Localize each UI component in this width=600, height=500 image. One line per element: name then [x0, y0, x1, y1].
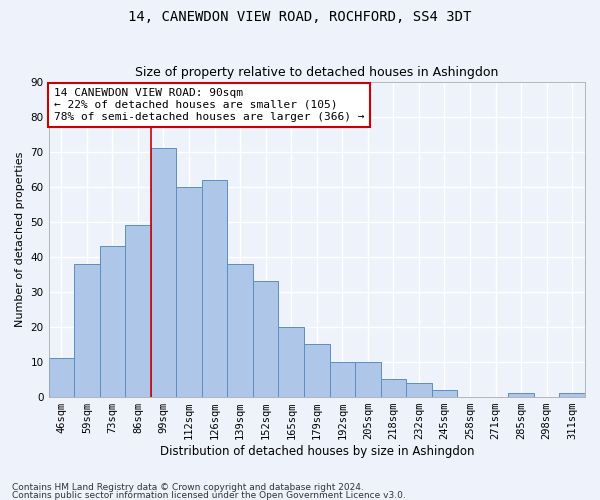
- Bar: [432, 390, 457, 396]
- Bar: [329, 362, 355, 396]
- Bar: [176, 187, 202, 396]
- Bar: [278, 326, 304, 396]
- Bar: [49, 358, 74, 397]
- Text: Contains HM Land Registry data © Crown copyright and database right 2024.: Contains HM Land Registry data © Crown c…: [12, 484, 364, 492]
- Y-axis label: Number of detached properties: Number of detached properties: [15, 152, 25, 327]
- Text: Contains public sector information licensed under the Open Government Licence v3: Contains public sector information licen…: [12, 490, 406, 500]
- Bar: [151, 148, 176, 396]
- Bar: [100, 246, 125, 396]
- Bar: [380, 379, 406, 396]
- Bar: [559, 393, 585, 396]
- Bar: [227, 264, 253, 396]
- Bar: [253, 282, 278, 397]
- X-axis label: Distribution of detached houses by size in Ashingdon: Distribution of detached houses by size …: [160, 444, 474, 458]
- Title: Size of property relative to detached houses in Ashingdon: Size of property relative to detached ho…: [135, 66, 499, 80]
- Text: 14 CANEWDON VIEW ROAD: 90sqm
← 22% of detached houses are smaller (105)
78% of s: 14 CANEWDON VIEW ROAD: 90sqm ← 22% of de…: [54, 88, 364, 122]
- Bar: [304, 344, 329, 397]
- Bar: [125, 226, 151, 396]
- Bar: [406, 382, 432, 396]
- Text: 14, CANEWDON VIEW ROAD, ROCHFORD, SS4 3DT: 14, CANEWDON VIEW ROAD, ROCHFORD, SS4 3D…: [128, 10, 472, 24]
- Bar: [202, 180, 227, 396]
- Bar: [508, 393, 534, 396]
- Bar: [74, 264, 100, 396]
- Bar: [355, 362, 380, 396]
